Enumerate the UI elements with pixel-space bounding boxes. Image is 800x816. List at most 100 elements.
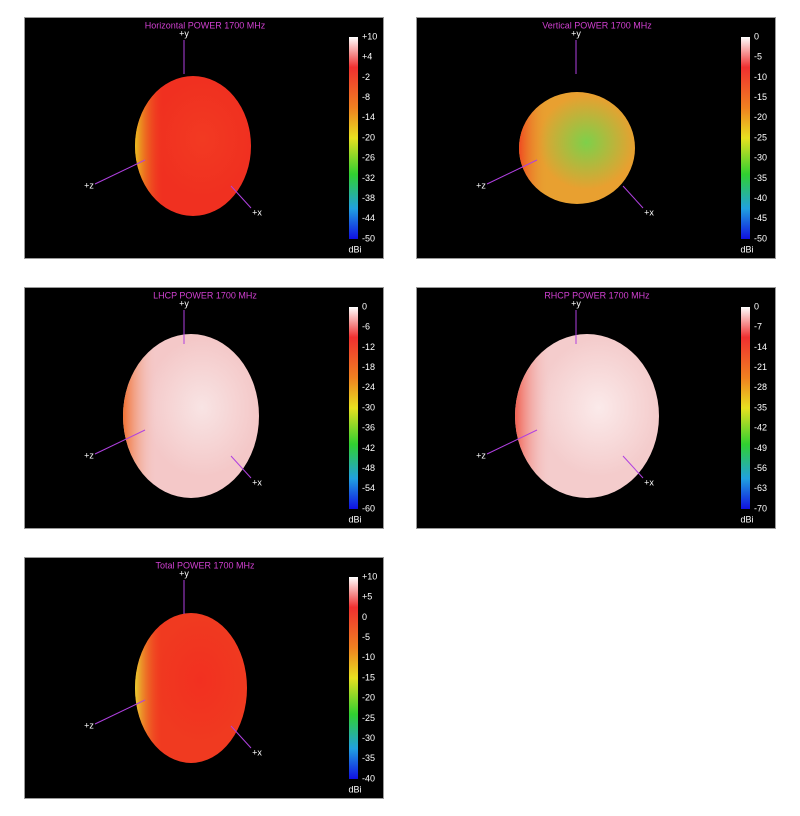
axis-label: +z (476, 180, 486, 190)
axis-z (94, 429, 146, 455)
colorbar-tick-label: -30 (362, 402, 375, 412)
colorbar-tick-label: -50 (754, 233, 767, 243)
plot-panel: Total POWER 1700 MHz +y +z +x +10 +5 0 -5 -10 -15… (24, 557, 384, 799)
plot: Total POWER 1700 MHz+y +z +x +10 +5 0 -5 -10 -15… (84, 560, 377, 794)
axis-label: +z (84, 450, 94, 460)
axis-label: +y (179, 298, 189, 308)
panel-title: Horizontal POWER 1700 MHz (145, 20, 266, 30)
colorbar-tick-label: 0 (754, 301, 759, 311)
colorbar (349, 37, 358, 239)
colorbar-tick-label: -26 (362, 153, 375, 163)
panel-title: LHCP POWER 1700 MHz (153, 290, 257, 300)
colorbar-tick-label: -50 (362, 233, 375, 243)
axis-x (230, 725, 252, 749)
colorbar-tick-label: +10 (362, 31, 377, 41)
plot-panel: LHCP POWER 1700 MHz +y +z +x 0 -6 -12 -18 -24 -30… (24, 287, 384, 529)
colorbar-tick-label: -56 (754, 463, 767, 473)
plot-panel: Vertical POWER 1700 MHz +y +z +x 0 -5 -10 -15 -2… (416, 17, 776, 259)
pattern-edge (519, 92, 635, 204)
colorbar-tick-label: -25 (362, 713, 375, 723)
colorbar-tick-label: -35 (754, 402, 767, 412)
colorbar-tick-label: -12 (362, 342, 375, 352)
colorbar-tick-label: -18 (362, 362, 375, 372)
colorbar-unit: dBi (740, 244, 753, 254)
colorbar-tick-label: -24 (362, 382, 375, 392)
axis-label: +x (644, 477, 654, 487)
colorbar-tick-label: -32 (362, 173, 375, 183)
colorbar-tick-label: -44 (362, 213, 375, 223)
axis-label: +y (571, 28, 581, 38)
axis-label: +z (476, 450, 486, 460)
colorbar-tick-label: 0 (754, 31, 759, 41)
colorbar-tick-label: -30 (362, 733, 375, 743)
colorbar-tick-label: -21 (754, 362, 767, 372)
panel-title: RHCP POWER 1700 MHz (544, 290, 650, 300)
pattern-edge (123, 334, 259, 498)
plot: Vertical POWER 1700 MHz+y +z +x 0 -5 -10 -15 -2… (476, 20, 767, 254)
axis-x (622, 455, 644, 479)
colorbar-tick-label: -36 (362, 423, 375, 433)
colorbar-tick-label: -20 (362, 132, 375, 142)
colorbar-tick-label: -5 (754, 52, 762, 62)
axis-label: +x (252, 747, 262, 757)
colorbar-tick-label: -15 (754, 92, 767, 102)
colorbar-tick-label: -45 (754, 213, 767, 223)
colorbar-tick-label: -48 (362, 463, 375, 473)
colorbar (349, 577, 358, 779)
colorbar-tick-label: -25 (754, 132, 767, 142)
colorbar (741, 37, 750, 239)
colorbar-tick-label: -38 (362, 193, 375, 203)
axis-x (230, 185, 252, 209)
plot-panel: RHCP POWER 1700 MHz +y +z +x 0 -7 -14 -21 -28 -35… (416, 287, 776, 529)
colorbar-tick-label: -54 (362, 483, 375, 493)
colorbar-tick-label: -42 (754, 423, 767, 433)
colorbar-tick-label: -14 (754, 342, 767, 352)
colorbar-tick-label: -20 (362, 693, 375, 703)
plot: LHCP POWER 1700 MHz+y +z +x 0 -6 -12 -18 -24 -30… (84, 290, 375, 524)
pattern-edge (135, 76, 251, 216)
colorbar-tick-label: -20 (754, 112, 767, 122)
colorbar-tick-label: -35 (754, 173, 767, 183)
colorbar-tick-label: -8 (362, 92, 370, 102)
colorbar-tick-label: -49 (754, 443, 767, 453)
panel-title: Total POWER 1700 MHz (155, 560, 255, 570)
colorbar-tick-label: -40 (362, 773, 375, 783)
panel-title: Vertical POWER 1700 MHz (542, 20, 652, 30)
colorbar-tick-label: -42 (362, 443, 375, 453)
colorbar-tick-label: -2 (362, 72, 370, 82)
pattern-edge (135, 613, 247, 763)
colorbar-tick-label: -5 (362, 632, 370, 642)
colorbar-unit: dBi (348, 244, 361, 254)
axis-label: +z (84, 720, 94, 730)
axis-z (94, 699, 146, 725)
colorbar (349, 307, 358, 509)
axis-label: +x (644, 207, 654, 217)
colorbar-unit: dBi (348, 514, 361, 524)
colorbar-tick-label: -7 (754, 322, 762, 332)
colorbar-tick-label: +4 (362, 52, 372, 62)
axis-x (230, 455, 252, 479)
colorbar-tick-label: -30 (754, 153, 767, 163)
colorbar-tick-label: -6 (362, 322, 370, 332)
axis-label: +y (571, 298, 581, 308)
colorbar-tick-label: -63 (754, 483, 767, 493)
colorbar-tick-label: -14 (362, 112, 375, 122)
colorbar-tick-label: 0 (362, 301, 367, 311)
pattern-edge (515, 334, 659, 498)
plot: Horizontal POWER 1700 MHz+y +z +x +10 +4 -2 -8… (84, 20, 377, 254)
axis-x (622, 185, 644, 209)
colorbar-tick-label: -10 (362, 652, 375, 662)
plot: RHCP POWER 1700 MHz+y +z +x 0 -7 -14 -21 -28 -35… (476, 290, 767, 524)
colorbar-unit: dBi (740, 514, 753, 524)
axis-label: +x (252, 477, 262, 487)
colorbar-tick-label: -40 (754, 193, 767, 203)
plot-panel: Horizontal POWER 1700 MHz +y +z +x +10 +4 -2 -8… (24, 17, 384, 259)
colorbar-tick-label: +10 (362, 571, 377, 581)
colorbar (741, 307, 750, 509)
axis-z (486, 159, 538, 185)
axis-label: +y (179, 28, 189, 38)
colorbar-tick-label: -70 (754, 503, 767, 513)
colorbar-tick-label: -10 (754, 72, 767, 82)
axis-z (94, 159, 146, 185)
